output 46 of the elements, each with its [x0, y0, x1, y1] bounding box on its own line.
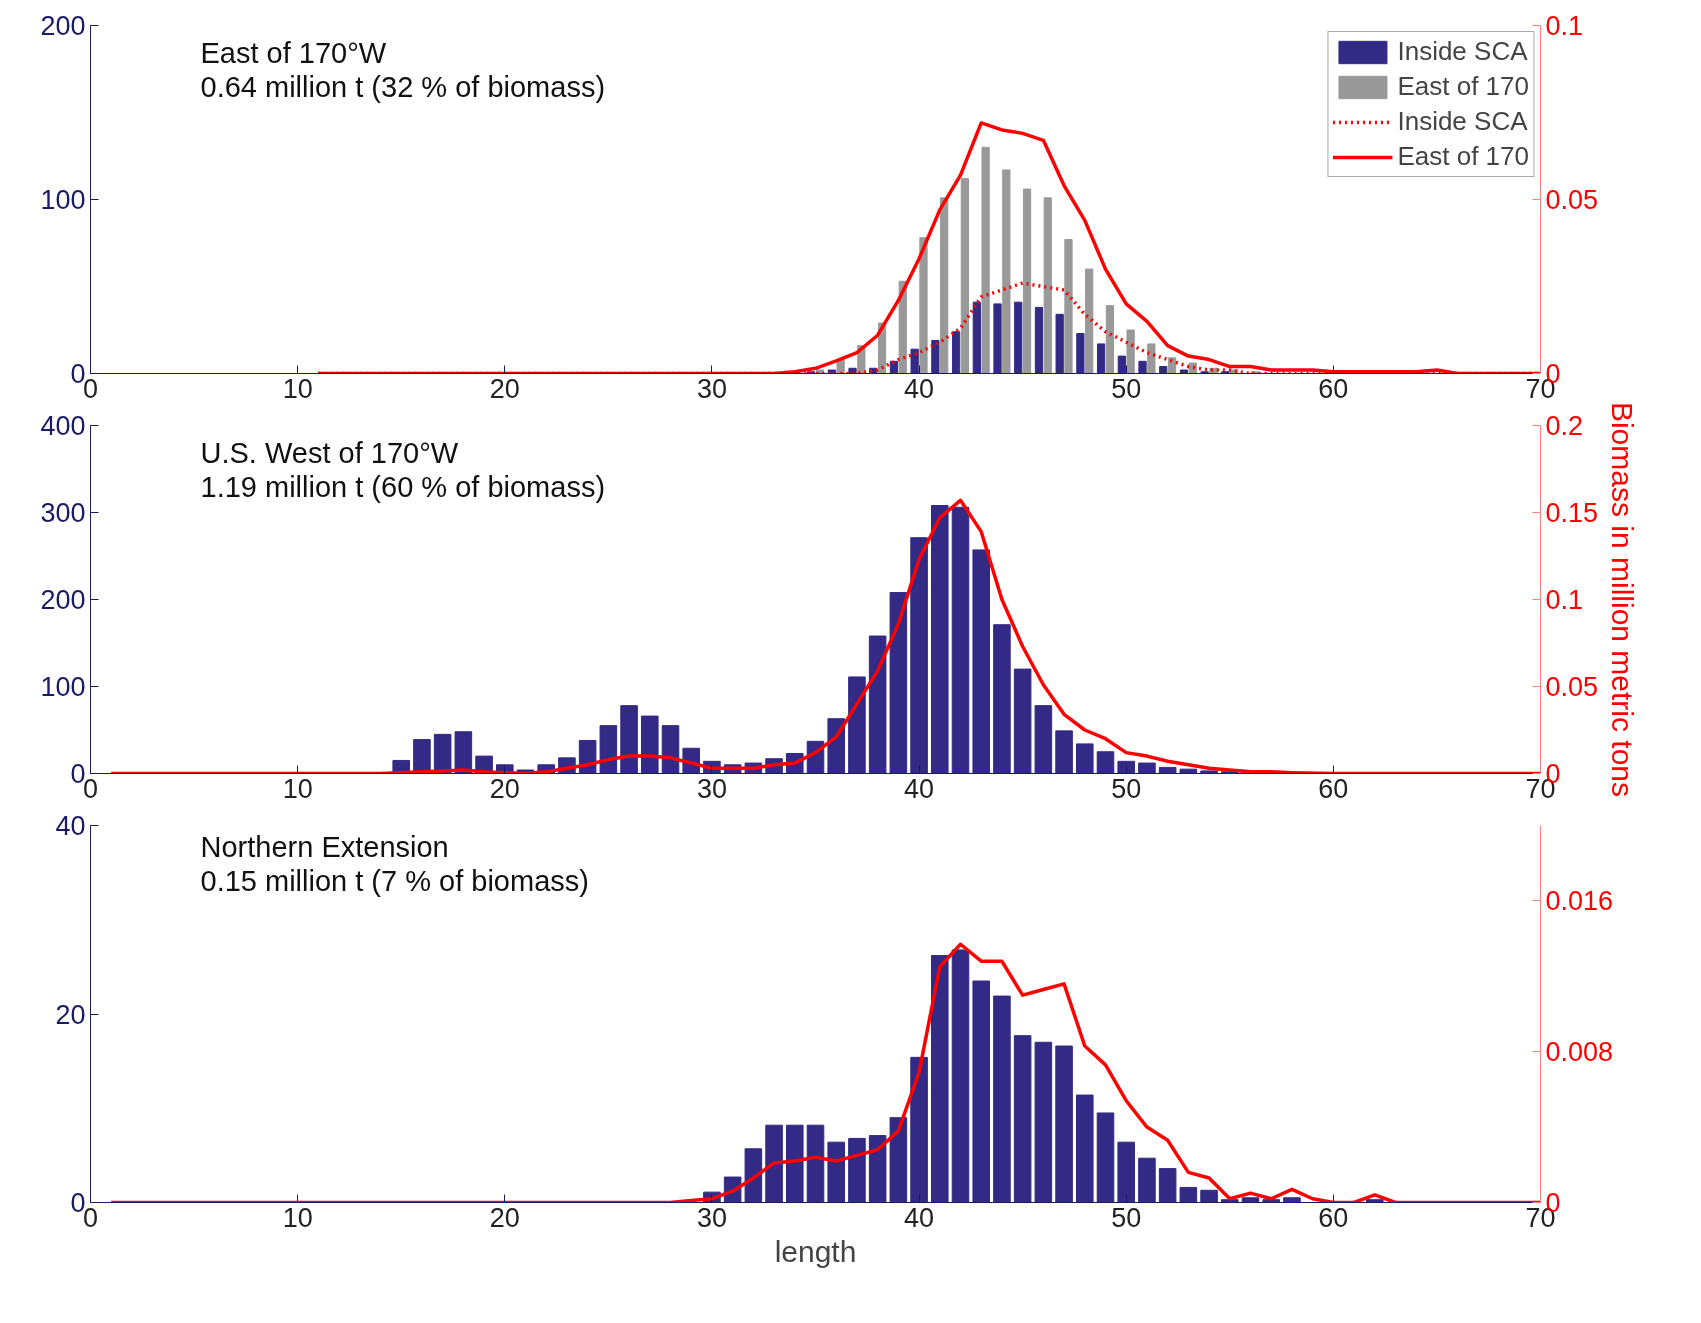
- x-tick-label: 20: [489, 373, 520, 404]
- y2-tick-label: 0.2: [1545, 411, 1584, 441]
- annotation: East of 170°W: [200, 36, 387, 69]
- annotation: 0.15 million t (7 % of biomass): [200, 864, 589, 897]
- annotation: Northern Extension: [200, 830, 449, 863]
- annotation: 1.19 million t (60 % of biomass): [200, 470, 606, 503]
- y-tick-label: 100: [40, 672, 86, 702]
- x-tick-label: 10: [282, 373, 313, 404]
- x-tick-label: 50: [1111, 773, 1142, 804]
- annotation: U.S. West of 170°W: [200, 436, 459, 469]
- y-tick-label: 200: [40, 11, 86, 41]
- y2-tick-label: 0.15: [1545, 498, 1599, 528]
- y-tick-label: 20: [55, 999, 86, 1030]
- x-axis-title: length: [774, 1234, 857, 1268]
- legend-label: East of 170: [1397, 71, 1529, 102]
- y-tick-label: 40: [55, 811, 86, 841]
- y-tick-label: 400: [40, 411, 86, 441]
- x-tick-label: 40: [904, 1202, 935, 1233]
- x-tick-label: 40: [904, 373, 935, 404]
- x-tick-label: 30: [696, 773, 727, 804]
- y2-tick-label: 0.008: [1545, 1037, 1614, 1068]
- x-tick-label: 40: [904, 773, 935, 804]
- x-tick-label: 60: [1318, 1202, 1349, 1233]
- x-tick-label: 20: [489, 1202, 520, 1233]
- x-tick-label: 60: [1318, 773, 1349, 804]
- x-tick-label: 50: [1111, 1202, 1142, 1233]
- x-tick-label: 10: [282, 773, 313, 804]
- y2-tick-label: 0.1: [1545, 585, 1584, 615]
- legend-label: Inside SCA: [1397, 36, 1528, 67]
- x-tick-label: 30: [696, 1202, 727, 1233]
- y2-tick-label: 0.05: [1545, 672, 1599, 702]
- legend-label: Inside SCA: [1397, 106, 1528, 137]
- x-tick-label: 30: [696, 373, 727, 404]
- x-tick-label: 60: [1318, 373, 1349, 404]
- x-tick-label: 50: [1111, 373, 1142, 404]
- y-tick-label: 300: [40, 498, 86, 528]
- x-tick-label: 10: [282, 1202, 313, 1233]
- x-tick-label: 20: [489, 773, 520, 804]
- y2-tick-label: 0.1: [1545, 11, 1584, 41]
- y2-tick-label: 0.016: [1545, 886, 1614, 917]
- annotation: 0.64 million t (32 % of biomass): [200, 70, 606, 103]
- y2-tick-label: 0.05: [1545, 185, 1599, 215]
- legend-label: East of 170: [1397, 141, 1529, 172]
- y-tick-label: 100: [40, 185, 86, 215]
- y2-axis-title: Biomass in million metric tons: [1606, 401, 1640, 798]
- y-tick-label: 200: [40, 585, 86, 615]
